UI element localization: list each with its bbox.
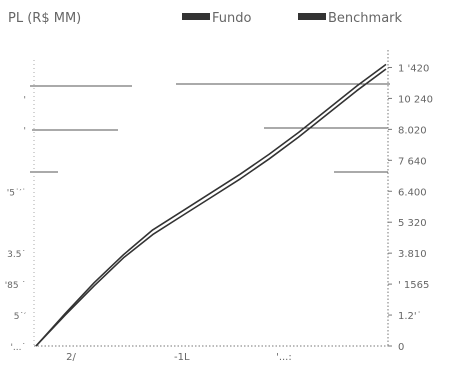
- left-tick-labels: '...˙ 5˙′ '85 ˙ 3.5˙ '5˙′˙ ' ': [5, 95, 26, 353]
- x-tick-labels: 2/ -1L '...:: [66, 352, 292, 363]
- left-tick-label: 5˙′: [14, 312, 26, 322]
- right-tick-label: 6.400: [398, 187, 427, 198]
- left-tick-label: '...˙: [10, 343, 26, 353]
- right-tick-label: 8.020: [398, 125, 427, 136]
- right-tick-label: 7 640: [398, 156, 427, 167]
- x-tick-label: -1L: [174, 352, 190, 363]
- legend-swatch-fundo: [182, 13, 210, 20]
- left-tick-label: ': [24, 95, 26, 105]
- legend-label-benchmark: Benchmark: [328, 11, 403, 26]
- right-tick-label: 10 240: [398, 94, 433, 105]
- left-tick-label: '85 ˙: [5, 281, 26, 291]
- series-line-fundo: [35, 63, 387, 347]
- series-line-benchmark: [35, 68, 387, 347]
- chart-axes: [33, 50, 390, 347]
- legend-swatch-benchmark: [298, 13, 326, 20]
- x-tick-label: '...:: [276, 352, 292, 363]
- right-tick-label: 1 '420: [398, 63, 429, 74]
- x-tick-label: 2/: [66, 352, 76, 363]
- left-tick-label: 3.5˙: [7, 250, 26, 260]
- right-tick-label: 0: [398, 342, 404, 353]
- right-tick-labels: 0 1.2'˙ ' 1565 3.810 5 320 6.400 7 640 8.020 10 …: [388, 63, 433, 353]
- chart-gridlines: [30, 83, 390, 173]
- chart-series: [35, 63, 387, 347]
- chart-legend: Fundo Benchmark: [182, 11, 403, 26]
- chart-title: PL (R$ MM): [8, 11, 81, 26]
- legend-label-fundo: Fundo: [212, 11, 251, 26]
- left-tick-label: '5˙′˙: [7, 188, 26, 198]
- right-tick-label: ' 1565: [398, 280, 429, 291]
- right-tick-label: 3.810: [398, 249, 427, 260]
- left-tick-label: ': [24, 126, 26, 136]
- right-tick-label: 1.2'˙: [398, 311, 422, 322]
- right-tick-label: 5 320: [398, 218, 427, 229]
